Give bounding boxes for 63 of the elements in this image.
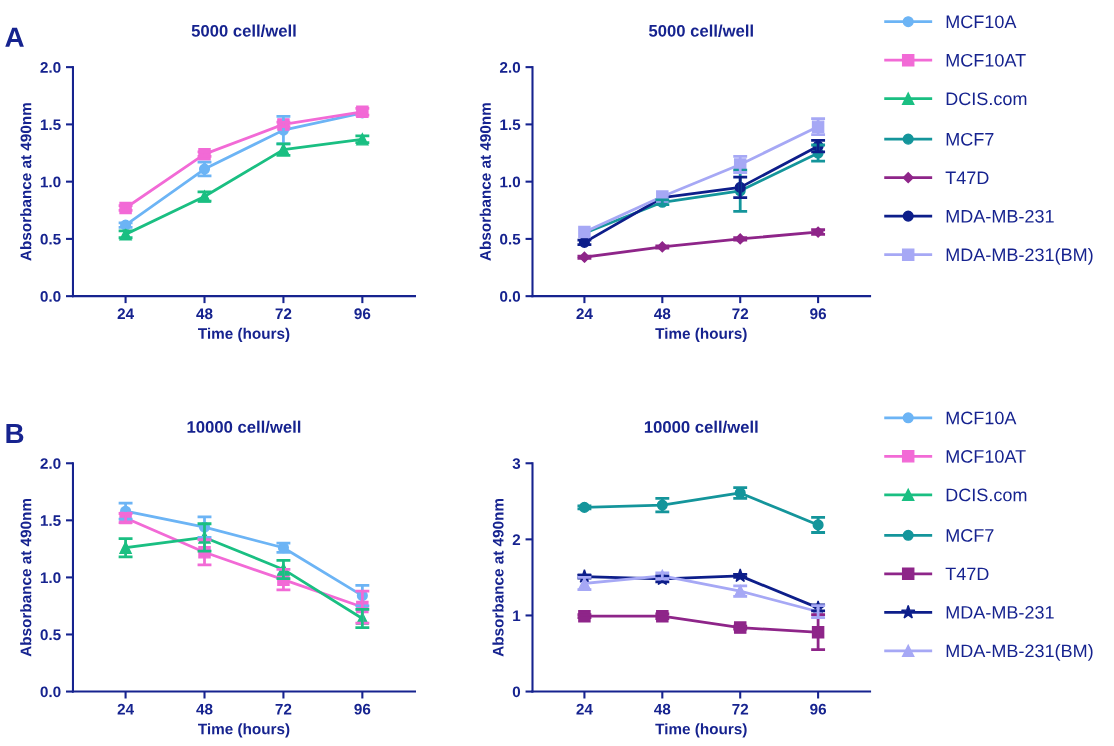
x-tick-label: 48 <box>196 308 213 320</box>
y-axis-title: Absorbance at 490nm <box>479 103 491 261</box>
legend-label: MCF7 <box>946 529 994 542</box>
x-tick-label: 72 <box>275 703 292 715</box>
y-tick-label: 0.0 <box>40 291 61 302</box>
x-tick-label: 72 <box>275 308 292 320</box>
y-tick-label: 3 <box>512 458 521 469</box>
legend-label: MCF10AT <box>946 53 1026 67</box>
y-tick-label: 1.0 <box>500 176 521 188</box>
legend-label: DCIS.com <box>946 488 1027 502</box>
x-tick-label: 48 <box>654 703 671 715</box>
x-tick-label: 96 <box>810 308 827 320</box>
text: B <box>6 423 24 444</box>
legend-label: MCF7 <box>946 132 994 146</box>
legend-label: T47D <box>945 567 989 581</box>
chart-title: 10000 cell/well <box>187 420 301 434</box>
legend-label: DCIS.com <box>946 92 1027 106</box>
y-tick-label: 2.0 <box>40 458 61 469</box>
y-tick-label: 1.0 <box>40 176 61 188</box>
text: A <box>5 27 24 47</box>
y-tick-label: 0.5 <box>40 629 61 641</box>
x-axis-title: Time (hours) <box>655 723 747 738</box>
y-tick-label: 0.5 <box>40 233 61 245</box>
legend-label: MDA-MB-231 <box>946 209 1054 223</box>
x-axis-title: Time (hours) <box>198 723 290 738</box>
chart-title: 10000 cell/well <box>644 420 758 434</box>
y-tick-label: 0 <box>512 686 521 698</box>
y-tick-label: 2.0 <box>499 62 521 73</box>
x-tick-label: 72 <box>732 703 749 715</box>
x-tick-label: 24 <box>576 308 593 320</box>
legend-label: MDA-MB-231 <box>946 606 1054 619</box>
y-axis-title: Absorbance at 490nm <box>492 498 504 657</box>
x-tick-label: 24 <box>576 703 593 715</box>
chart-title: 5000 cell/well <box>191 24 296 37</box>
legend-label: MCF10AT <box>946 450 1026 463</box>
x-tick-label: 24 <box>117 308 134 320</box>
legend-label: MDA-MB-231(BM) <box>946 247 1093 265</box>
y-tick-label: 1.0 <box>40 572 61 584</box>
legend-label: MCF10A <box>946 15 1017 29</box>
y-tick-label: 1 <box>513 610 521 621</box>
x-tick-label: 96 <box>810 703 827 715</box>
y-tick-label: 1.5 <box>40 119 61 131</box>
legend-label: MDA-MB-231(BM) <box>946 644 1093 661</box>
legend-label: MCF10A <box>946 411 1017 425</box>
x-tick-label: 48 <box>654 308 671 320</box>
y-tick-label: 2.0 <box>40 62 61 73</box>
x-tick-label: 24 <box>117 703 134 715</box>
y-tick-label: 2 <box>512 534 521 545</box>
legend-label: T47D <box>945 171 989 184</box>
y-axis-title: Absorbance at 490nm <box>20 498 32 657</box>
x-axis-title: Time (hours) <box>198 327 290 343</box>
y-tick-label: 0.5 <box>500 233 521 245</box>
x-tick-label: 96 <box>354 703 371 715</box>
y-tick-label: 1.5 <box>500 119 521 131</box>
chart-title: 5000 cell/well <box>648 24 753 37</box>
y-axis-title: Absorbance at 490nm <box>20 103 32 261</box>
x-tick-label: 96 <box>354 308 371 320</box>
y-tick-label: 0.0 <box>500 291 521 302</box>
x-tick-label: 48 <box>196 703 213 715</box>
y-tick-label: 0.0 <box>40 686 61 698</box>
x-axis-title: Time (hours) <box>655 327 747 343</box>
y-tick-label: 1.5 <box>40 515 61 527</box>
x-tick-label: 72 <box>732 308 749 320</box>
